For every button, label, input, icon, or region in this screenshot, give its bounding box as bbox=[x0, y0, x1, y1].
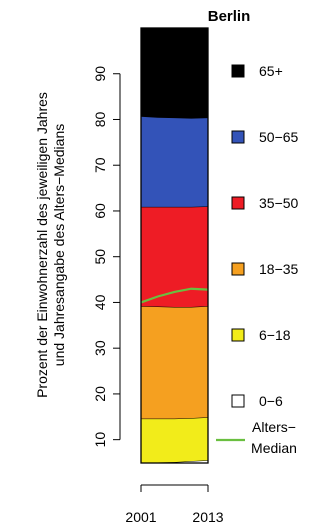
x-axis: 2001 2013 bbox=[125, 484, 224, 525]
y-axis-label-line-2: und Jahresangabe des Alters−Medians bbox=[51, 124, 67, 366]
x-tick-label-2013: 2013 bbox=[192, 509, 223, 525]
y-tick-label-60: 60 bbox=[92, 203, 108, 219]
legend-swatch-2 bbox=[231, 130, 245, 144]
legend-swatch-1 bbox=[231, 64, 245, 78]
median-line bbox=[140, 287, 209, 304]
y-axis-label-line-1: Prozent der Einwohnerzahl des jeweiligen… bbox=[34, 92, 50, 398]
y-tick-label-80: 80 bbox=[92, 111, 108, 127]
stacked-areas bbox=[140, 28, 209, 464]
area-2 bbox=[141, 417, 208, 463]
chart-title: Berlin bbox=[208, 8, 251, 25]
legend-swatch-3 bbox=[231, 196, 245, 210]
y-tick-label-40: 40 bbox=[92, 294, 108, 310]
legend-median-label-line-1: Alters− bbox=[252, 419, 296, 435]
legend-swatch-4 bbox=[231, 262, 245, 276]
legend-median-label-line-2: Median bbox=[251, 440, 297, 456]
legend-swatch-5 bbox=[231, 328, 245, 342]
legend-label-5: 6−18 bbox=[259, 327, 291, 343]
legend-label-3: 35−50 bbox=[259, 195, 299, 211]
y-tick-label-90: 90 bbox=[92, 66, 108, 82]
y-axis: 10 20 30 40 50 60 70 80 90 bbox=[92, 66, 121, 448]
area-1 bbox=[141, 460, 208, 463]
legend-swatch-6 bbox=[231, 394, 245, 408]
plot-frame bbox=[140, 27, 209, 464]
y-tick-label-20: 20 bbox=[92, 386, 108, 402]
legend-label-6: 0−6 bbox=[259, 393, 283, 409]
legend: 65+ 50−65 35−50 18−35 6−18 0−6 Alters− Median bbox=[216, 63, 299, 456]
legend-label-4: 18−35 bbox=[259, 261, 299, 277]
area-5 bbox=[141, 116, 208, 207]
y-tick-label-70: 70 bbox=[92, 157, 108, 173]
y-tick-label-10: 10 bbox=[92, 432, 108, 448]
y-tick-label-30: 30 bbox=[92, 340, 108, 356]
x-tick-label-2001: 2001 bbox=[125, 509, 156, 525]
y-tick-label-50: 50 bbox=[92, 249, 108, 265]
area-6 bbox=[141, 28, 208, 119]
area-4 bbox=[141, 206, 208, 308]
legend-label-1: 65+ bbox=[259, 63, 283, 79]
legend-label-2: 50−65 bbox=[259, 129, 299, 145]
area-3 bbox=[141, 306, 208, 419]
